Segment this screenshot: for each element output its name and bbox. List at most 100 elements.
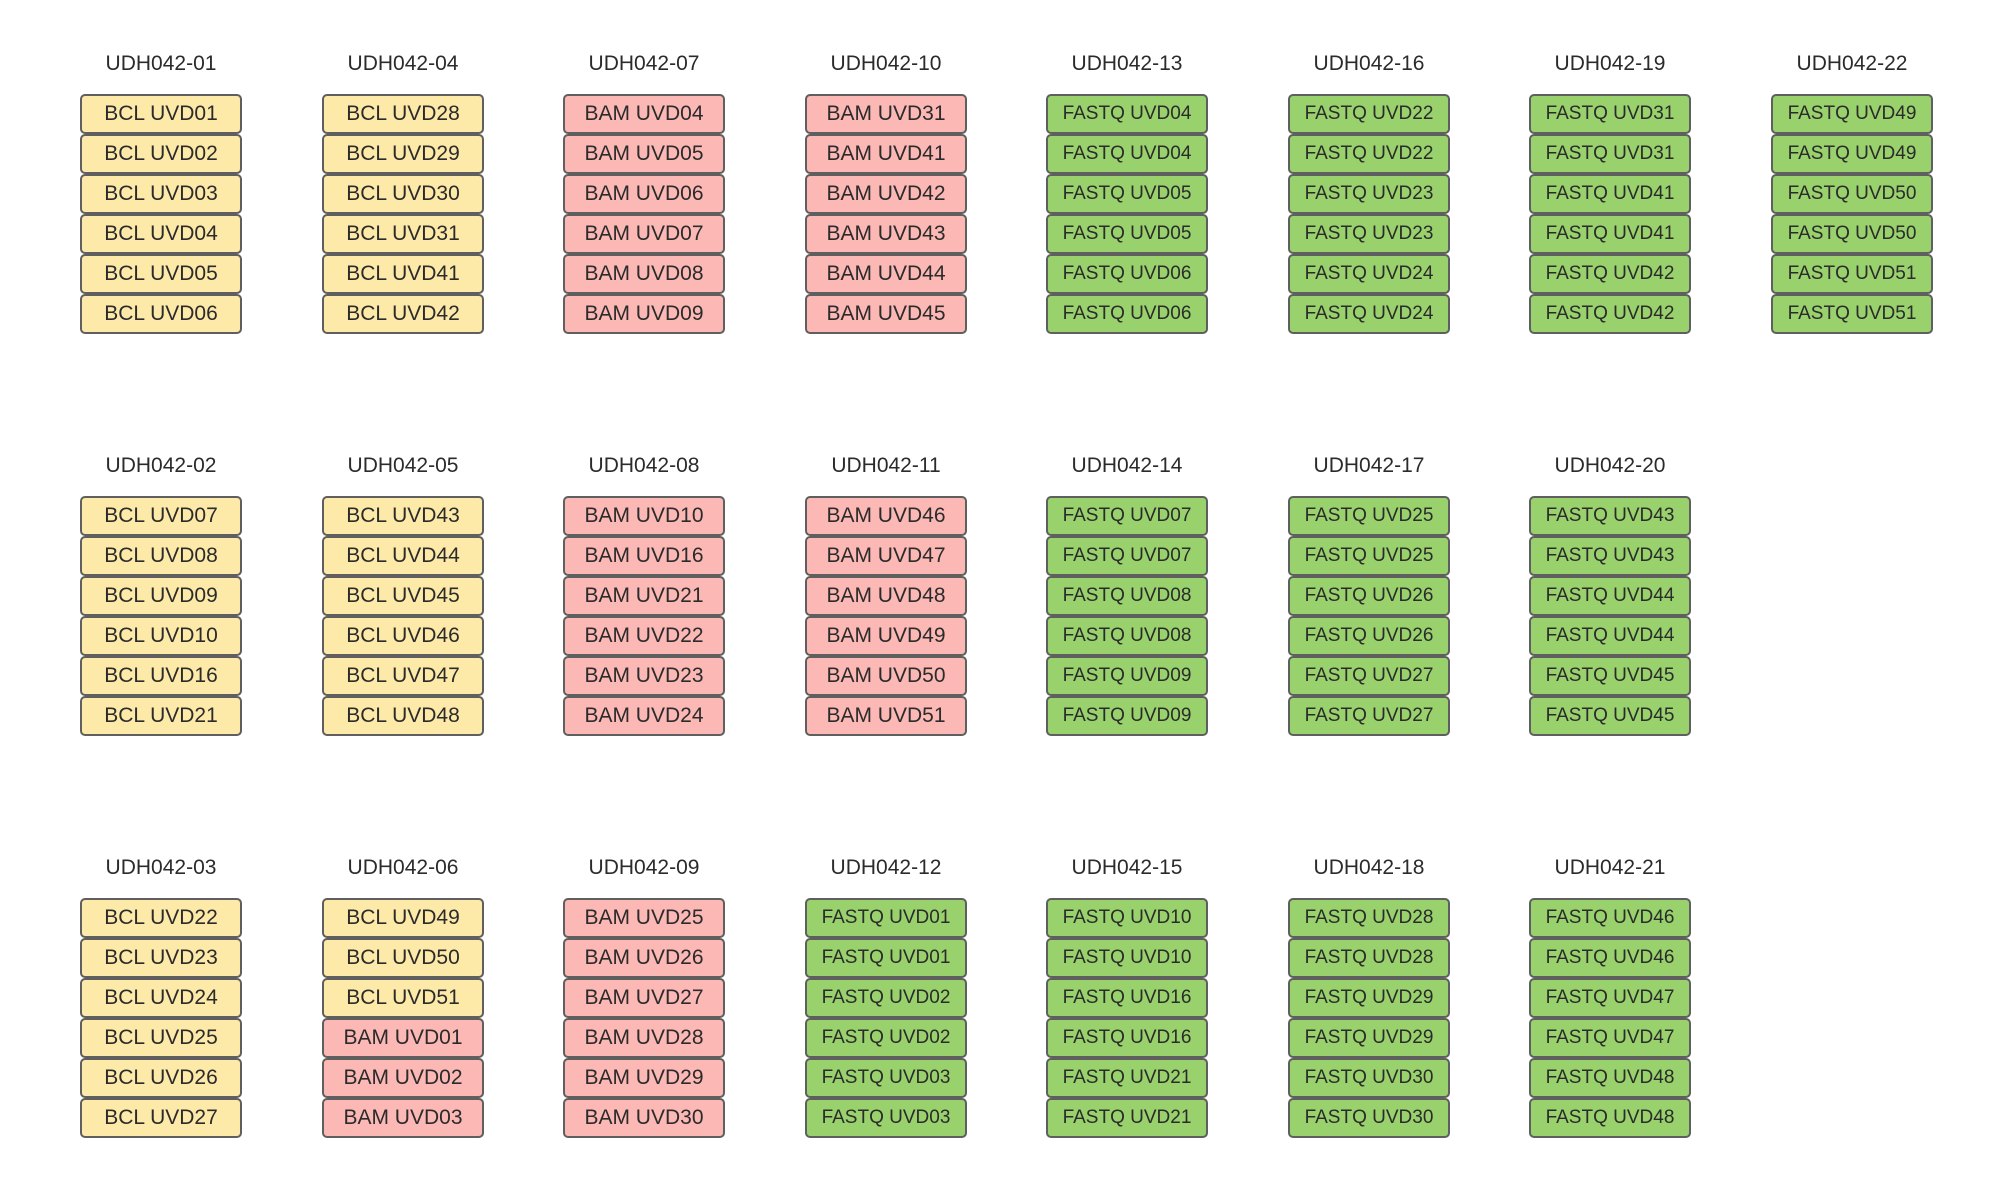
fastq-file-box: FASTQ UVD51 <box>1771 294 1933 334</box>
sample-group: UDH042-01 BCL UVD01 BCL UVD02 BCL UVD03 BCL … <box>80 52 242 334</box>
bcl-file-box: BCL UVD23 <box>80 938 242 978</box>
group-title: UDH042-11 <box>831 454 941 477</box>
fastq-file-box: FASTQ UVD30 <box>1288 1098 1450 1138</box>
fastq-file-box: FASTQ UVD05 <box>1046 214 1208 254</box>
bam-file-box: BAM UVD01 <box>322 1018 484 1058</box>
fastq-file-box: FASTQ UVD09 <box>1046 656 1208 696</box>
fastq-file-box: FASTQ UVD05 <box>1046 174 1208 214</box>
bcl-file-box: BCL UVD31 <box>322 214 484 254</box>
fastq-file-box: FASTQ UVD27 <box>1288 696 1450 736</box>
bcl-file-box: BCL UVD05 <box>80 254 242 294</box>
bcl-file-box: BCL UVD03 <box>80 174 242 214</box>
bam-file-box: BAM UVD45 <box>805 294 967 334</box>
bam-file-box: BAM UVD26 <box>563 938 725 978</box>
fastq-file-box: FASTQ UVD43 <box>1529 536 1691 576</box>
fastq-file-box: FASTQ UVD10 <box>1046 898 1208 938</box>
bcl-file-box: BCL UVD43 <box>322 496 484 536</box>
sample-group: UDH042-11 BAM UVD46 BAM UVD47 BAM UVD48 BAM … <box>805 454 967 736</box>
bam-file-box: BAM UVD21 <box>563 576 725 616</box>
sample-group: UDH042-05 BCL UVD43 BCL UVD44 BCL UVD45 BCL … <box>322 454 484 736</box>
group-title: UDH042-01 <box>105 52 217 75</box>
sample-group: UDH042-13 FASTQ UVD04 FASTQ UVD04 FASTQ UVD… <box>1046 52 1208 334</box>
bcl-file-box: BCL UVD48 <box>322 696 484 736</box>
sample-group: UDH042-16 FASTQ UVD22 FASTQ UVD22 FASTQ UVD… <box>1288 52 1450 334</box>
fastq-file-box: FASTQ UVD41 <box>1529 214 1691 254</box>
bam-file-box: BAM UVD43 <box>805 214 967 254</box>
fastq-file-box: FASTQ UVD08 <box>1046 616 1208 656</box>
bam-file-box: BAM UVD44 <box>805 254 967 294</box>
fastq-file-box: FASTQ UVD46 <box>1529 898 1691 938</box>
sample-group: UDH042-19 FASTQ UVD31 FASTQ UVD31 FASTQ UVD… <box>1529 52 1691 334</box>
group-title: UDH042-09 <box>588 856 700 879</box>
fastq-file-box: FASTQ UVD28 <box>1288 898 1450 938</box>
fastq-file-box: FASTQ UVD29 <box>1288 1018 1450 1058</box>
sample-group: UDH042-09 BAM UVD25 BAM UVD26 BAM UVD27 BAM … <box>563 856 725 1138</box>
bam-file-box: BAM UVD47 <box>805 536 967 576</box>
fastq-file-box: FASTQ UVD03 <box>805 1058 967 1098</box>
sample-group: UDH042-03 BCL UVD22 BCL UVD23 BCL UVD24 BCL … <box>80 856 242 1138</box>
fastq-file-box: FASTQ UVD51 <box>1771 254 1933 294</box>
bam-file-box: BAM UVD10 <box>563 496 725 536</box>
fastq-file-box: FASTQ UVD47 <box>1529 1018 1691 1058</box>
fastq-file-box: FASTQ UVD27 <box>1288 656 1450 696</box>
fastq-file-box: FASTQ UVD16 <box>1046 1018 1208 1058</box>
bam-file-box: BAM UVD02 <box>322 1058 484 1098</box>
group-title: UDH042-05 <box>347 454 459 477</box>
fastq-file-box: FASTQ UVD09 <box>1046 696 1208 736</box>
bam-file-box: BAM UVD24 <box>563 696 725 736</box>
sample-group: UDH042-17 FASTQ UVD25 FASTQ UVD25 FASTQ UVD… <box>1288 454 1450 736</box>
bcl-file-box: BCL UVD27 <box>80 1098 242 1138</box>
fastq-file-box: FASTQ UVD23 <box>1288 174 1450 214</box>
fastq-file-box: FASTQ UVD25 <box>1288 496 1450 536</box>
bam-file-box: BAM UVD07 <box>563 214 725 254</box>
group-title: UDH042-21 <box>1554 856 1666 879</box>
bcl-file-box: BCL UVD49 <box>322 898 484 938</box>
fastq-file-box: FASTQ UVD45 <box>1529 656 1691 696</box>
bcl-file-box: BCL UVD10 <box>80 616 242 656</box>
bam-file-box: BAM UVD06 <box>563 174 725 214</box>
bcl-file-box: BCL UVD44 <box>322 536 484 576</box>
bcl-file-box: BCL UVD26 <box>80 1058 242 1098</box>
group-title: UDH042-19 <box>1554 52 1666 75</box>
bam-file-box: BAM UVD46 <box>805 496 967 536</box>
fastq-file-box: FASTQ UVD04 <box>1046 134 1208 174</box>
fastq-file-box: FASTQ UVD01 <box>805 938 967 978</box>
bcl-file-box: BCL UVD47 <box>322 656 484 696</box>
sample-group: UDH042-12 FASTQ UVD01 FASTQ UVD01 FASTQ UVD… <box>805 856 967 1138</box>
bam-file-box: BAM UVD04 <box>563 94 725 134</box>
fastq-file-box: FASTQ UVD45 <box>1529 696 1691 736</box>
fastq-file-box: FASTQ UVD23 <box>1288 214 1450 254</box>
bcl-file-box: BCL UVD25 <box>80 1018 242 1058</box>
fastq-file-box: FASTQ UVD44 <box>1529 616 1691 656</box>
fastq-file-box: FASTQ UVD02 <box>805 978 967 1018</box>
bam-file-box: BAM UVD29 <box>563 1058 725 1098</box>
bam-file-box: BAM UVD49 <box>805 616 967 656</box>
bcl-file-box: BCL UVD16 <box>80 656 242 696</box>
group-title: UDH042-15 <box>1071 856 1183 879</box>
sample-group: UDH042-15 FASTQ UVD10 FASTQ UVD10 FASTQ UVD… <box>1046 856 1208 1138</box>
group-title: UDH042-17 <box>1313 454 1425 477</box>
sample-group: UDH042-02 BCL UVD07 BCL UVD08 BCL UVD09 BCL … <box>80 454 242 736</box>
group-title: UDH042-10 <box>830 52 942 75</box>
bcl-file-box: BCL UVD04 <box>80 214 242 254</box>
fastq-file-box: FASTQ UVD41 <box>1529 174 1691 214</box>
fastq-file-box: FASTQ UVD24 <box>1288 254 1450 294</box>
fastq-file-box: FASTQ UVD02 <box>805 1018 967 1058</box>
bam-file-box: BAM UVD25 <box>563 898 725 938</box>
fastq-file-box: FASTQ UVD31 <box>1529 94 1691 134</box>
fastq-file-box: FASTQ UVD46 <box>1529 938 1691 978</box>
group-title: UDH042-06 <box>347 856 459 879</box>
bam-file-box: BAM UVD41 <box>805 134 967 174</box>
bcl-file-box: BCL UVD45 <box>322 576 484 616</box>
bam-file-box: BAM UVD27 <box>563 978 725 1018</box>
bcl-file-box: BCL UVD02 <box>80 134 242 174</box>
fastq-file-box: FASTQ UVD50 <box>1771 214 1933 254</box>
fastq-file-box: FASTQ UVD26 <box>1288 616 1450 656</box>
sample-group: UDH042-06 BCL UVD49 BCL UVD50 BCL UVD51 BAM … <box>322 856 484 1138</box>
group-title: UDH042-03 <box>105 856 217 879</box>
fastq-file-box: FASTQ UVD28 <box>1288 938 1450 978</box>
bcl-file-box: BCL UVD08 <box>80 536 242 576</box>
fastq-file-box: FASTQ UVD43 <box>1529 496 1691 536</box>
sample-group: UDH042-20 FASTQ UVD43 FASTQ UVD43 FASTQ UVD… <box>1529 454 1691 736</box>
bcl-file-box: BCL UVD42 <box>322 294 484 334</box>
